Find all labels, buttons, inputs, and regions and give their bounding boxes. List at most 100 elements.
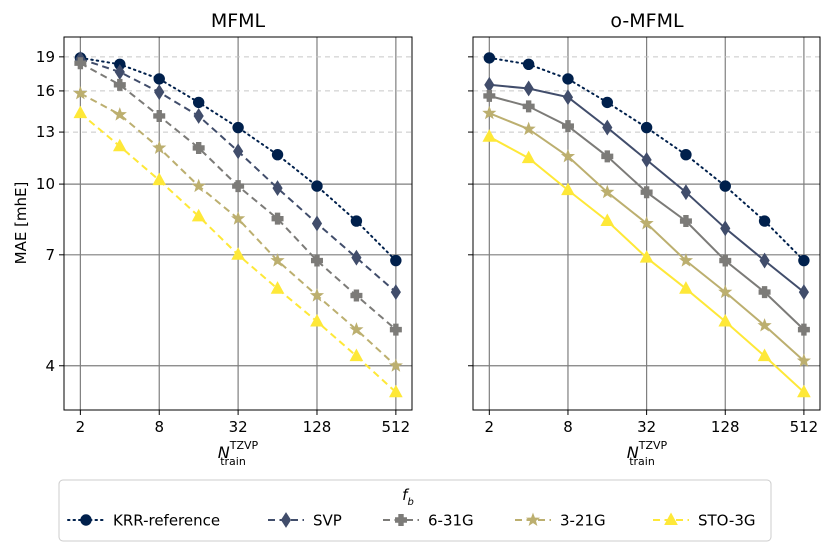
data-point bbox=[390, 284, 401, 301]
data-point bbox=[231, 211, 246, 225]
data-point bbox=[640, 186, 653, 199]
data-point bbox=[311, 215, 323, 232]
y-axis-label: MAE [mhE] bbox=[12, 182, 30, 265]
data-point bbox=[757, 348, 772, 362]
y-tick-label: 10 bbox=[36, 175, 55, 193]
legend-entries: KRR-reference SVP 6-31G 3-21G STO-3G bbox=[67, 512, 756, 530]
data-point bbox=[560, 148, 576, 163]
legend-label: STO-3G bbox=[698, 512, 756, 530]
data-point bbox=[798, 284, 809, 301]
data-point bbox=[233, 143, 244, 160]
axis-ticks: 2 8 32 128 512 4 7 10 13 16 19 bbox=[36, 48, 410, 436]
data-point bbox=[483, 89, 496, 102]
data-point bbox=[270, 281, 285, 294]
data-point bbox=[759, 252, 770, 269]
legend-marker bbox=[395, 514, 407, 526]
data-point bbox=[561, 120, 574, 133]
data-point bbox=[231, 247, 245, 260]
data-point bbox=[679, 281, 693, 294]
data-point bbox=[350, 215, 363, 227]
data-point bbox=[561, 182, 575, 196]
data-point bbox=[73, 85, 88, 100]
data-point bbox=[390, 254, 402, 267]
data-point bbox=[309, 288, 325, 302]
y-tick-label: 13 bbox=[36, 123, 55, 141]
data-point bbox=[73, 105, 88, 119]
data-point bbox=[680, 148, 692, 161]
data-point bbox=[482, 105, 497, 120]
data-point bbox=[310, 313, 324, 327]
data-point bbox=[758, 286, 771, 299]
data-point bbox=[113, 78, 126, 91]
x-tick-label: 128 bbox=[711, 418, 740, 436]
x-axis-label: NTZVP train bbox=[218, 439, 259, 468]
data-point bbox=[112, 138, 127, 152]
legend-label: 6-31G bbox=[428, 512, 474, 530]
data-point bbox=[639, 215, 654, 230]
data-point bbox=[521, 121, 536, 136]
data-point bbox=[310, 254, 323, 267]
y-tick-label: 4 bbox=[45, 357, 55, 375]
x-tick-label: 2 bbox=[485, 418, 495, 436]
data-point bbox=[152, 140, 167, 154]
data-point bbox=[601, 96, 613, 109]
data-point bbox=[192, 141, 205, 154]
legend-entry: 3-21G bbox=[515, 512, 606, 530]
data-point bbox=[153, 73, 165, 85]
data-point bbox=[562, 89, 574, 106]
data-point bbox=[720, 220, 731, 237]
y-tick-label: 19 bbox=[36, 48, 55, 66]
legend-entry: KRR-reference bbox=[67, 512, 220, 530]
legend-marker bbox=[280, 512, 292, 528]
panel-title-mfml: MFML bbox=[211, 10, 266, 32]
legend-entry: 6-31G bbox=[383, 512, 474, 530]
x-tick-label: 8 bbox=[563, 418, 573, 436]
data-point bbox=[154, 84, 165, 101]
legend-marker bbox=[664, 512, 678, 525]
data-point bbox=[679, 215, 692, 228]
axis-ticks: 2 8 32 128 512 bbox=[468, 56, 818, 436]
data-point bbox=[349, 322, 364, 336]
data-point bbox=[797, 323, 810, 336]
data-point bbox=[153, 109, 166, 122]
legend-label: SVP bbox=[313, 512, 342, 530]
x-tick-label: 8 bbox=[154, 418, 164, 436]
data-point bbox=[232, 180, 245, 193]
data-point bbox=[718, 313, 733, 327]
series-layer bbox=[482, 52, 811, 398]
series-line-krr-reference bbox=[79, 56, 397, 262]
x-axis-label: NTZVP train bbox=[627, 439, 668, 468]
data-point bbox=[152, 172, 167, 186]
legend-entry: SVP bbox=[268, 512, 342, 530]
panel-o-mfml: o-MFML 2 8 32 128 512 NTZVP train bbox=[468, 10, 821, 468]
data-point bbox=[351, 249, 362, 266]
data-point bbox=[389, 323, 402, 336]
x-tick-label: 32 bbox=[229, 418, 248, 436]
data-point bbox=[522, 58, 535, 70]
data-point bbox=[191, 208, 206, 222]
data-point bbox=[640, 121, 653, 134]
data-point bbox=[272, 180, 283, 197]
data-point bbox=[523, 80, 534, 97]
data-point bbox=[349, 348, 364, 362]
data-point bbox=[719, 180, 731, 192]
data-point bbox=[600, 184, 615, 199]
data-point bbox=[797, 384, 811, 398]
legend-marker bbox=[80, 514, 92, 526]
legend-label: KRR-reference bbox=[113, 512, 220, 530]
data-point bbox=[641, 151, 652, 168]
data-point bbox=[193, 108, 204, 124]
data-point bbox=[271, 212, 284, 225]
data-point bbox=[796, 353, 811, 367]
legend-title: fb bbox=[402, 486, 414, 508]
data-point bbox=[388, 358, 403, 372]
data-point bbox=[192, 96, 205, 109]
data-point bbox=[232, 121, 244, 134]
data-point bbox=[350, 289, 363, 302]
data-point bbox=[798, 254, 810, 267]
legend-entry: STO-3G bbox=[653, 512, 756, 530]
series-line-krr-reference bbox=[488, 56, 805, 262]
data-point bbox=[522, 100, 535, 113]
legend: fb KRR-reference SVP 6-31G 3-21G STO-3G bbox=[58, 479, 772, 542]
